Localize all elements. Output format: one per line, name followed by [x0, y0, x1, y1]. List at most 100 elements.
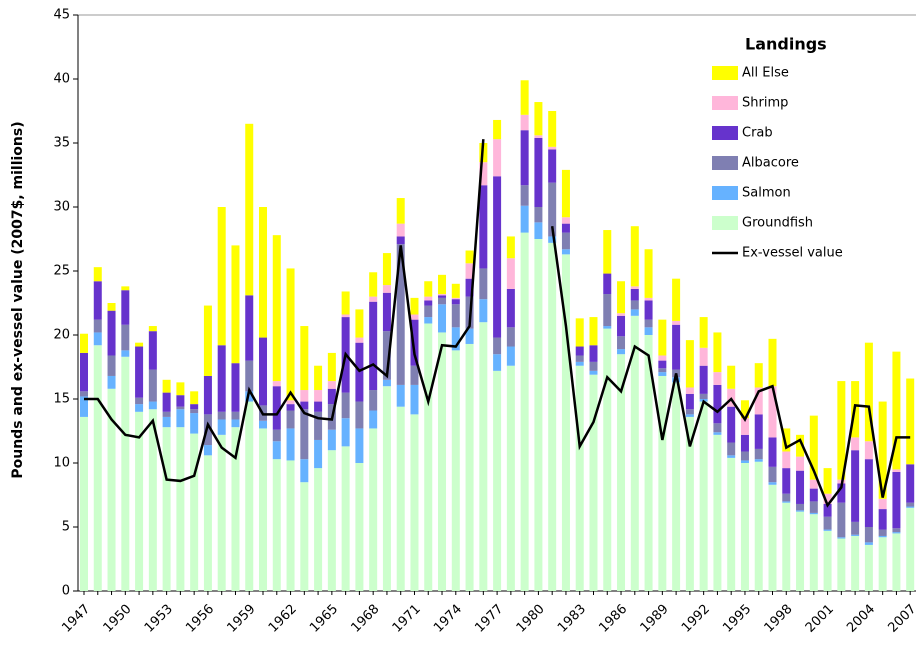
bar-segment: [176, 395, 185, 407]
bar-segment: [561, 169, 570, 218]
bar-segment: [286, 268, 295, 401]
bar-segment: [327, 429, 336, 451]
bar-segment: [382, 379, 391, 387]
bar-segment: [217, 419, 226, 435]
bar-segment: [148, 409, 157, 591]
legend-label: Ex-vessel value: [742, 246, 843, 261]
bar-segment: [272, 441, 281, 460]
bar-segment: [259, 420, 268, 429]
bar-segment: [410, 314, 419, 320]
bar-segment: [148, 401, 157, 410]
bar-segment: [561, 254, 570, 592]
bar-segment: [259, 337, 268, 406]
bar-segment: [314, 390, 323, 402]
bar-segment: [369, 410, 378, 429]
x-tick-label: 1968: [348, 602, 382, 636]
bar-segment: [754, 448, 763, 460]
bar-segment: [438, 295, 447, 298]
bar-segment: [685, 409, 694, 415]
bar-segment: [369, 272, 378, 297]
bar-segment: [93, 332, 102, 346]
y-tick-label: 45: [53, 8, 70, 23]
bar-segment: [906, 464, 915, 503]
bar-segment: [575, 318, 584, 347]
bar-segment: [740, 434, 749, 452]
legend-swatch: [712, 156, 738, 170]
bar-segment: [727, 455, 736, 458]
legend-swatch: [712, 66, 738, 80]
bar-segment: [851, 534, 860, 536]
bar-segment: [782, 451, 791, 469]
bar-segment: [424, 305, 433, 318]
bar-segment: [176, 427, 185, 591]
bar-segment: [506, 365, 515, 591]
bar-segment: [327, 450, 336, 591]
bar-segment: [630, 286, 639, 289]
bar-segment: [93, 319, 102, 333]
bar-segment: [355, 309, 364, 338]
bar-segment: [740, 451, 749, 461]
bar-segment: [424, 281, 433, 297]
bar-segment: [644, 249, 653, 298]
bar-segment: [906, 378, 915, 465]
y-tick-label: 0: [62, 584, 70, 599]
bar-segment: [410, 414, 419, 591]
bar-segment: [121, 356, 130, 591]
bar-segment: [465, 278, 474, 297]
bar-segment: [658, 375, 667, 591]
x-tick-label: 1950: [101, 602, 135, 636]
bar-segment: [575, 346, 584, 356]
bar-segment: [203, 414, 212, 446]
legend-label: Shrimp: [742, 96, 788, 111]
bar-segment: [355, 463, 364, 591]
bar-segment: [851, 535, 860, 591]
bar-segment: [589, 361, 598, 371]
bar-segment: [479, 299, 488, 323]
bar-segment: [259, 207, 268, 338]
bar-segment: [754, 414, 763, 449]
bar-segment: [396, 384, 405, 407]
bar-segment: [314, 411, 323, 440]
bar-segment: [782, 468, 791, 494]
bar-segment: [314, 468, 323, 591]
bar-segment: [93, 281, 102, 320]
bar-segment: [272, 381, 281, 387]
bar-segment: [203, 455, 212, 591]
bar-segment: [864, 527, 873, 543]
bar-segment: [424, 300, 433, 306]
bar-segment: [176, 382, 185, 396]
bar-segment: [768, 466, 777, 483]
bar-segment: [754, 363, 763, 388]
bar-segment: [864, 542, 873, 545]
bar-segment: [658, 360, 667, 369]
bar-segment: [396, 406, 405, 591]
bar-segment: [451, 350, 460, 591]
y-tick-label: 40: [53, 72, 70, 87]
bar-segment: [906, 506, 915, 508]
bar-segment: [479, 268, 488, 300]
legend-swatch: [712, 126, 738, 140]
bar-segment: [561, 223, 570, 233]
bar-segment: [740, 400, 749, 419]
bar-segment: [672, 324, 681, 370]
bar-segment: [837, 381, 846, 480]
bar-segment: [382, 292, 391, 332]
bar-segment: [644, 300, 653, 320]
bar-segment: [341, 314, 350, 318]
bar-segment: [548, 236, 557, 243]
bar-segment: [699, 317, 708, 348]
bar-segment: [575, 361, 584, 366]
bar-segment: [203, 305, 212, 376]
bar-segment: [589, 345, 598, 362]
bar-segment: [630, 309, 639, 316]
bar-segment: [589, 374, 598, 591]
bar-segment: [589, 317, 598, 346]
bar-segment: [493, 139, 502, 177]
x-tick-label: 1992: [679, 602, 713, 636]
bar-segment: [603, 294, 612, 327]
bar-segment: [603, 326, 612, 329]
y-tick-label: 25: [53, 264, 70, 279]
bar-segment: [672, 278, 681, 321]
bar-segment: [837, 537, 846, 539]
x-tick-label: 1956: [183, 602, 217, 636]
